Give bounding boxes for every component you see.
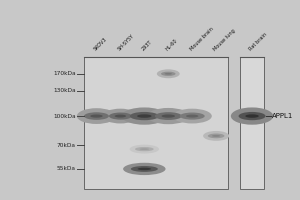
Ellipse shape bbox=[165, 73, 172, 75]
Text: 100kDa: 100kDa bbox=[53, 114, 76, 119]
Ellipse shape bbox=[138, 168, 151, 170]
Ellipse shape bbox=[131, 166, 158, 172]
Text: 130kDa: 130kDa bbox=[53, 88, 76, 93]
Ellipse shape bbox=[140, 148, 149, 150]
Ellipse shape bbox=[115, 115, 126, 118]
Ellipse shape bbox=[123, 163, 166, 175]
Ellipse shape bbox=[122, 107, 167, 125]
Ellipse shape bbox=[161, 72, 176, 76]
Text: Rat brain: Rat brain bbox=[248, 32, 268, 52]
Text: Mouse brain: Mouse brain bbox=[189, 26, 214, 52]
Ellipse shape bbox=[147, 108, 190, 124]
Ellipse shape bbox=[109, 113, 132, 120]
Text: SH-SY5Y: SH-SY5Y bbox=[117, 33, 135, 52]
Ellipse shape bbox=[137, 114, 152, 118]
Ellipse shape bbox=[208, 134, 224, 138]
Text: APPL1: APPL1 bbox=[272, 113, 293, 119]
Ellipse shape bbox=[84, 112, 109, 120]
Ellipse shape bbox=[186, 115, 198, 118]
Text: SKOV3: SKOV3 bbox=[93, 36, 108, 52]
Text: 55kDa: 55kDa bbox=[57, 166, 76, 171]
Ellipse shape bbox=[130, 112, 159, 120]
Ellipse shape bbox=[238, 112, 266, 120]
Ellipse shape bbox=[212, 135, 220, 137]
Bar bbox=[85, 57, 228, 189]
Ellipse shape bbox=[157, 69, 180, 78]
Ellipse shape bbox=[180, 113, 205, 120]
Ellipse shape bbox=[172, 109, 212, 123]
Ellipse shape bbox=[77, 108, 116, 124]
Ellipse shape bbox=[130, 145, 159, 154]
Ellipse shape bbox=[231, 107, 273, 125]
Ellipse shape bbox=[90, 114, 103, 118]
Text: HL-60: HL-60 bbox=[165, 38, 178, 52]
Ellipse shape bbox=[102, 109, 138, 123]
Text: 293T: 293T bbox=[141, 39, 153, 52]
Ellipse shape bbox=[161, 114, 175, 118]
Text: 70kDa: 70kDa bbox=[57, 143, 76, 148]
Ellipse shape bbox=[155, 112, 182, 120]
Ellipse shape bbox=[203, 131, 229, 141]
Ellipse shape bbox=[135, 147, 154, 151]
Text: 170kDa: 170kDa bbox=[53, 71, 76, 76]
Bar bbox=[240, 57, 264, 189]
Ellipse shape bbox=[245, 114, 259, 118]
Text: Mouse lung: Mouse lung bbox=[213, 28, 236, 52]
